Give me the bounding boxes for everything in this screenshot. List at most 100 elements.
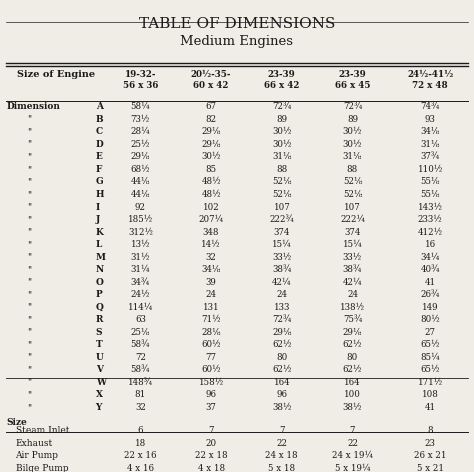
Text: 67: 67 xyxy=(206,102,217,111)
Text: 164: 164 xyxy=(273,378,290,387)
Text: 5 x 19¼: 5 x 19¼ xyxy=(335,464,370,472)
Text: 34¾: 34¾ xyxy=(131,278,150,287)
Text: I: I xyxy=(96,202,100,211)
Text: 77: 77 xyxy=(206,353,217,362)
Text: 85¼: 85¼ xyxy=(420,353,440,362)
Text: 62½: 62½ xyxy=(343,365,362,374)
Text: 7: 7 xyxy=(209,426,214,435)
Text: 30½: 30½ xyxy=(201,152,221,161)
Text: ": " xyxy=(27,365,31,374)
Text: ": " xyxy=(27,190,31,199)
Text: 55⅛: 55⅛ xyxy=(420,190,440,199)
Text: S: S xyxy=(96,328,102,337)
Text: M: M xyxy=(96,253,106,261)
Text: R: R xyxy=(96,315,103,324)
Text: ": " xyxy=(27,328,31,337)
Text: 29⅛: 29⅛ xyxy=(131,152,150,161)
Text: 32: 32 xyxy=(135,403,146,412)
Text: 108: 108 xyxy=(422,390,438,399)
Text: ": " xyxy=(27,353,31,362)
Text: Medium Engines: Medium Engines xyxy=(181,35,293,48)
Text: Y: Y xyxy=(96,403,102,412)
Text: 24½-41½
72 x 48: 24½-41½ 72 x 48 xyxy=(407,70,453,90)
Text: ": " xyxy=(27,265,31,274)
Text: 28¼: 28¼ xyxy=(130,127,150,136)
Text: 37¾: 37¾ xyxy=(420,152,440,161)
Text: Air Pump: Air Pump xyxy=(16,451,58,460)
Text: 72¾: 72¾ xyxy=(272,315,292,324)
Text: 22 x 16: 22 x 16 xyxy=(124,451,156,460)
Text: 48½: 48½ xyxy=(201,190,221,199)
Text: 374: 374 xyxy=(273,228,290,236)
Text: 312½: 312½ xyxy=(128,228,153,236)
Text: ": " xyxy=(27,152,31,161)
Text: 158½: 158½ xyxy=(199,378,224,387)
Text: 24: 24 xyxy=(347,290,358,299)
Text: H: H xyxy=(96,190,104,199)
Text: 20½-35-
60 x 42: 20½-35- 60 x 42 xyxy=(191,70,231,90)
Text: 149: 149 xyxy=(422,303,438,312)
Text: 22: 22 xyxy=(276,439,287,448)
Text: 5 x 18: 5 x 18 xyxy=(268,464,295,472)
Text: 23-39
66 x 45: 23-39 66 x 45 xyxy=(335,70,370,90)
Text: 71½: 71½ xyxy=(201,315,221,324)
Text: 75¾: 75¾ xyxy=(343,315,362,324)
Text: 58¾: 58¾ xyxy=(131,365,150,374)
Text: L: L xyxy=(96,240,102,249)
Text: 62½: 62½ xyxy=(343,340,362,349)
Text: 22 x 18: 22 x 18 xyxy=(195,451,228,460)
Text: 63: 63 xyxy=(135,315,146,324)
Text: 14½: 14½ xyxy=(201,240,221,249)
Text: 73½: 73½ xyxy=(131,115,150,124)
Text: 58¼: 58¼ xyxy=(130,102,150,111)
Text: 44⅛: 44⅛ xyxy=(131,190,150,199)
Text: 15¼: 15¼ xyxy=(343,240,362,249)
Text: 16: 16 xyxy=(425,240,436,249)
Text: 38½: 38½ xyxy=(343,403,362,412)
Text: 65½: 65½ xyxy=(420,365,440,374)
Text: Exhaust: Exhaust xyxy=(16,439,53,448)
Text: C: C xyxy=(96,127,103,136)
Text: 44⅛: 44⅛ xyxy=(131,177,150,186)
Text: 72: 72 xyxy=(135,353,146,362)
Text: 29⅛: 29⅛ xyxy=(343,328,362,337)
Text: 62½: 62½ xyxy=(272,365,292,374)
Text: 37: 37 xyxy=(206,403,217,412)
Text: ": " xyxy=(27,240,31,249)
Text: 148¾: 148¾ xyxy=(128,378,153,387)
Text: 89: 89 xyxy=(276,115,287,124)
Text: 42¼: 42¼ xyxy=(272,278,292,287)
Text: 4 x 18: 4 x 18 xyxy=(198,464,225,472)
Text: ": " xyxy=(27,228,31,236)
Text: D: D xyxy=(96,140,103,149)
Text: 38¾: 38¾ xyxy=(343,265,362,274)
Text: 30½: 30½ xyxy=(343,140,362,149)
Text: 40¾: 40¾ xyxy=(420,265,440,274)
Text: 58¾: 58¾ xyxy=(131,340,150,349)
Text: 29⅛: 29⅛ xyxy=(201,127,221,136)
Text: 222¾: 222¾ xyxy=(269,215,294,224)
Text: P: P xyxy=(96,290,102,299)
Text: ": " xyxy=(27,303,31,312)
Text: 222¼: 222¼ xyxy=(340,215,365,224)
Text: ": " xyxy=(27,202,31,211)
Text: 24: 24 xyxy=(276,290,287,299)
Text: 34⅛: 34⅛ xyxy=(420,127,440,136)
Text: 13½: 13½ xyxy=(131,240,150,249)
Text: 207¼: 207¼ xyxy=(199,215,224,224)
Text: 33½: 33½ xyxy=(272,253,292,261)
Text: 68½: 68½ xyxy=(130,165,150,174)
Text: Size: Size xyxy=(6,418,27,427)
Text: ": " xyxy=(27,215,31,224)
Text: 24½: 24½ xyxy=(131,290,150,299)
Text: 164: 164 xyxy=(344,378,361,387)
Text: 133: 133 xyxy=(273,303,290,312)
Text: 60½: 60½ xyxy=(201,340,221,349)
Text: W: W xyxy=(96,378,106,387)
Text: 19-32-
56 x 36: 19-32- 56 x 36 xyxy=(123,70,158,90)
Text: 28⅛: 28⅛ xyxy=(201,328,221,337)
Text: 38¾: 38¾ xyxy=(272,265,292,274)
Text: Dimension: Dimension xyxy=(6,102,60,111)
Text: ": " xyxy=(27,115,31,124)
Text: 7: 7 xyxy=(279,426,284,435)
